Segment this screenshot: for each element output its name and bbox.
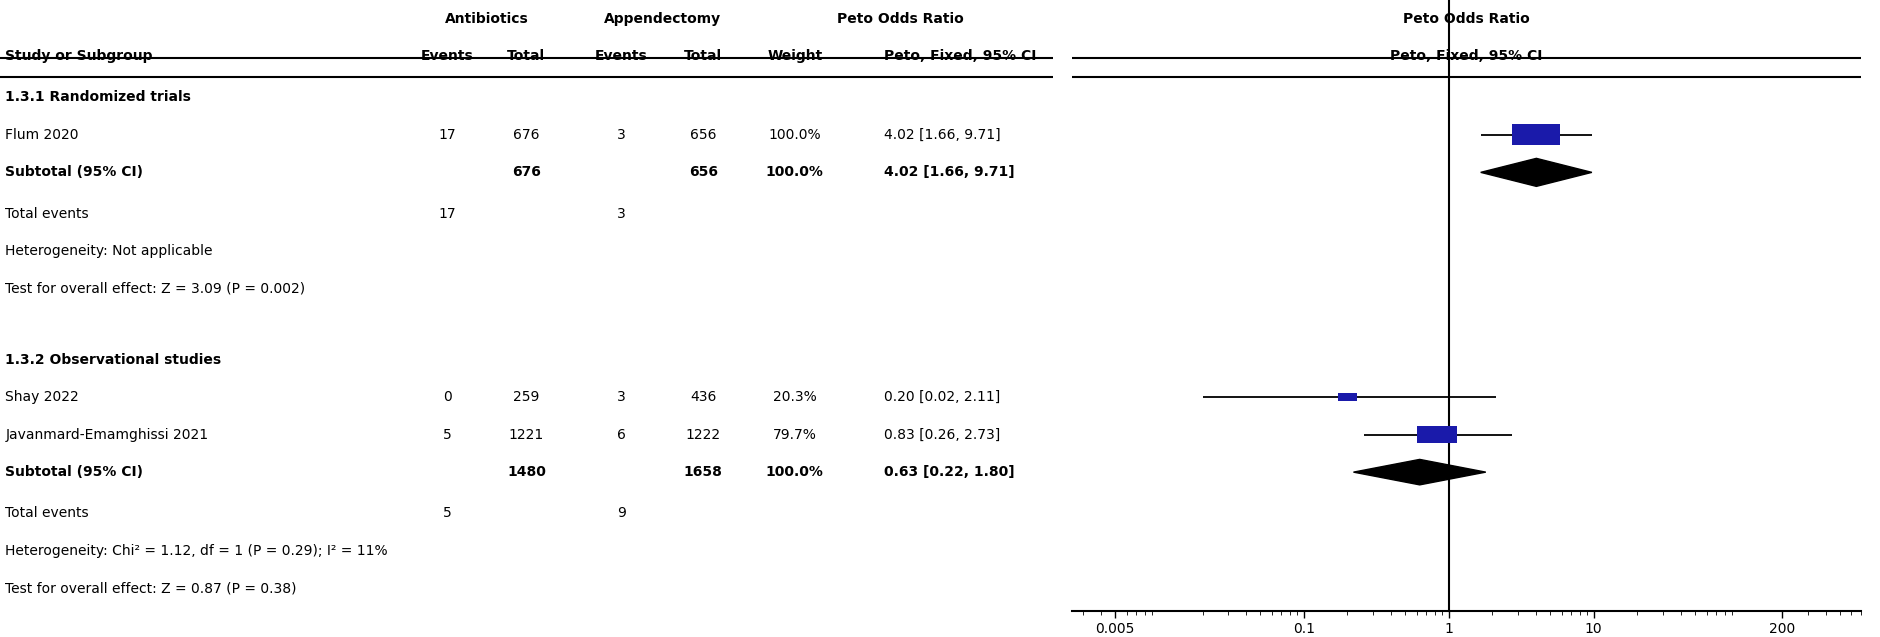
Bar (1512, 124, 1560, 145)
Text: 1.3.1 Randomized trials: 1.3.1 Randomized trials (6, 90, 192, 104)
Text: 0.63 [0.22, 1.80]: 0.63 [0.22, 1.80] (884, 465, 1015, 479)
Text: 3: 3 (617, 206, 626, 220)
Text: 436: 436 (690, 390, 716, 404)
Text: Test for overall effect: Z = 0.87 (P = 0.38): Test for overall effect: Z = 0.87 (P = 0… (6, 582, 297, 596)
Text: Subtotal (95% CI): Subtotal (95% CI) (6, 465, 143, 479)
Text: Antibiotics: Antibiotics (446, 11, 528, 25)
Text: 6: 6 (617, 427, 626, 441)
Text: Peto, Fixed, 95% CI: Peto, Fixed, 95% CI (1389, 49, 1543, 63)
Text: 9: 9 (617, 506, 626, 520)
Text: Total: Total (684, 49, 722, 63)
Text: 17: 17 (438, 206, 457, 220)
Text: 0.20 [0.02, 2.11]: 0.20 [0.02, 2.11] (884, 390, 1000, 404)
Text: 100.0%: 100.0% (765, 465, 823, 479)
Text: 656: 656 (688, 166, 718, 180)
Text: Peto Odds Ratio: Peto Odds Ratio (1402, 11, 1530, 25)
Bar (1339, 393, 1357, 401)
Text: Total events: Total events (6, 206, 88, 220)
Text: 676: 676 (511, 166, 541, 180)
Text: Peto, Fixed, 95% CI: Peto, Fixed, 95% CI (884, 49, 1036, 63)
Text: Peto Odds Ratio: Peto Odds Ratio (837, 11, 964, 25)
Text: 4.02 [1.66, 9.71]: 4.02 [1.66, 9.71] (884, 128, 1000, 142)
Text: 1222: 1222 (686, 427, 720, 441)
Text: 1658: 1658 (684, 465, 722, 479)
Text: 20.3%: 20.3% (773, 390, 816, 404)
Text: Test for overall effect: Z = 3.09 (P = 0.002): Test for overall effect: Z = 3.09 (P = 0… (6, 282, 305, 296)
Text: Events: Events (594, 49, 647, 63)
Text: 17: 17 (438, 128, 457, 142)
Bar (1418, 426, 1457, 443)
Text: 3: 3 (617, 128, 626, 142)
Text: 1221: 1221 (509, 427, 543, 441)
Text: Subtotal (95% CI): Subtotal (95% CI) (6, 166, 143, 180)
Text: Events: Events (421, 49, 474, 63)
Text: Flum 2020: Flum 2020 (6, 128, 79, 142)
Text: 676: 676 (513, 128, 540, 142)
Text: 100.0%: 100.0% (769, 128, 822, 142)
Text: 3: 3 (617, 390, 626, 404)
Text: Heterogeneity: Chi² = 1.12, df = 1 (P = 0.29); I² = 11%: Heterogeneity: Chi² = 1.12, df = 1 (P = … (6, 544, 387, 558)
Text: Total events: Total events (6, 506, 88, 520)
Text: 1.3.2 Observational studies: 1.3.2 Observational studies (6, 353, 222, 367)
Text: 100.0%: 100.0% (765, 166, 823, 180)
Text: 656: 656 (690, 128, 716, 142)
Text: Study or Subgroup: Study or Subgroup (6, 49, 152, 63)
Text: Heterogeneity: Not applicable: Heterogeneity: Not applicable (6, 244, 212, 258)
Polygon shape (1481, 159, 1592, 187)
Text: Weight: Weight (767, 49, 822, 63)
Text: Javanmard-Emamghissi 2021: Javanmard-Emamghissi 2021 (6, 427, 209, 441)
Polygon shape (1354, 459, 1485, 485)
Text: Shay 2022: Shay 2022 (6, 390, 79, 404)
Text: 4.02 [1.66, 9.71]: 4.02 [1.66, 9.71] (884, 166, 1015, 180)
Text: 79.7%: 79.7% (773, 427, 816, 441)
Text: 5: 5 (444, 427, 451, 441)
Text: 0: 0 (444, 390, 451, 404)
Text: 0.83 [0.26, 2.73]: 0.83 [0.26, 2.73] (884, 427, 1000, 441)
Text: 259: 259 (513, 390, 540, 404)
Text: Total: Total (508, 49, 545, 63)
Text: Appendectomy: Appendectomy (603, 11, 720, 25)
Text: 5: 5 (444, 506, 451, 520)
Text: 1480: 1480 (508, 465, 545, 479)
